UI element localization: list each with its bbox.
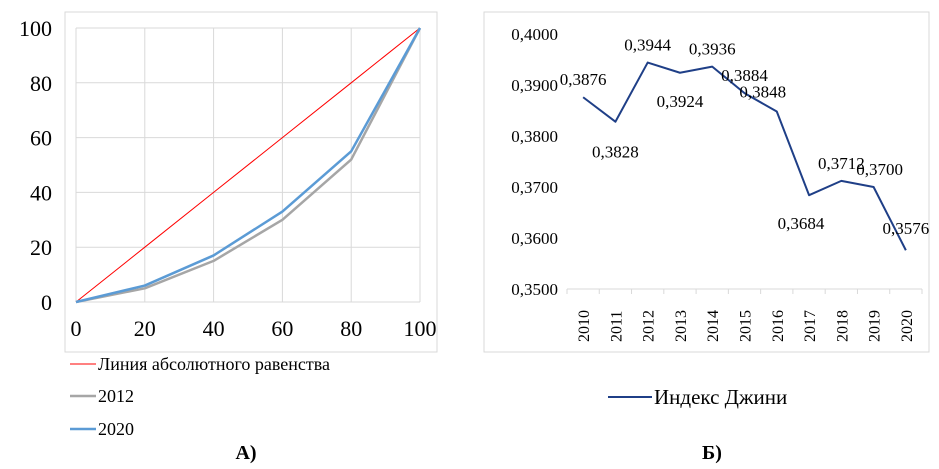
left-y-tick-label: 20: [30, 235, 52, 260]
gini-data-label: 0,3576: [882, 219, 929, 238]
right-y-tick-label: 0,3500: [511, 280, 558, 299]
gini-data-label: 0,3684: [778, 214, 825, 233]
gini-data-label: 0,3700: [856, 160, 903, 179]
right-x-tick-label: 2018: [834, 310, 851, 342]
right-chart-x-ticks: 2010 2011 2012 2013 2014 2015 2016 2017 2018 2019…: [566, 289, 923, 342]
left-x-tick-label: 20: [134, 316, 156, 341]
right-x-tick-label: 2020: [899, 310, 916, 342]
right-x-tick-label: 2012: [641, 310, 658, 342]
left-y-tick-label: 100: [19, 16, 52, 41]
left-y-tick-label: 40: [30, 180, 52, 205]
right-y-tick-label: 0,3900: [511, 76, 558, 95]
left-x-tick-label: 0: [71, 316, 82, 341]
right-chart-data-labels: 0,3876 0,3828 0,3944 0,3924 0,3936 0,38840,38…: [560, 36, 929, 239]
right-x-tick-label: 2016: [770, 310, 787, 342]
left-chart-y-ticks: 0 20 40 60 80 100: [19, 16, 52, 315]
gini-data-label: 0,3936: [689, 40, 736, 59]
left-chart-legend: Линия абсолютного равенства 2012 2020: [70, 354, 330, 439]
left-series-line-0: [75, 27, 421, 303]
left-x-tick-label: 60: [271, 316, 293, 341]
left-x-tick-label: 100: [404, 316, 437, 341]
left-y-tick-label: 0: [41, 290, 52, 315]
gini-chart: 0,3500 0,3600 0,3700 0,3800 0,3900 0,4000 201…: [483, 11, 930, 409]
right-x-tick-label: 2011: [608, 311, 625, 342]
right-y-tick-label: 0,4000: [511, 25, 558, 44]
left-legend-label-0: Линия абсолютного равенства: [98, 354, 330, 374]
right-legend-label: Индекс Джини: [654, 385, 787, 409]
left-x-tick-label: 40: [203, 316, 225, 341]
gini-data-label: 0,3876: [560, 70, 607, 89]
gini-data-label: 0,3712: [818, 154, 865, 173]
left-legend-label-2: 2020: [98, 419, 134, 439]
right-x-tick-label: 2017: [802, 310, 819, 342]
gini-data-label: 0,3828: [592, 143, 639, 162]
right-chart-series: [582, 61, 907, 251]
gini-data-label: 0,3848: [739, 83, 786, 102]
right-chart-y-ticks: 0,3500 0,3600 0,3700 0,3800 0,3900 0,4000: [511, 25, 558, 299]
left-series-line-2: [75, 27, 422, 304]
left-y-tick-label: 60: [30, 126, 52, 151]
right-y-tick-label: 0,3800: [511, 127, 558, 146]
gini-data-label: 0,3924: [657, 92, 704, 111]
left-chart-frame: [64, 11, 438, 353]
right-x-tick-label: 2010: [576, 310, 593, 342]
right-x-tick-label: 2019: [867, 310, 884, 342]
panel-label-left: А): [235, 442, 256, 464]
right-y-tick-label: 0,3700: [511, 178, 558, 197]
right-x-tick-label: 2015: [738, 310, 755, 342]
right-x-tick-label: 2013: [673, 310, 690, 342]
left-chart-x-ticks: 0 20 40 60 80 100: [71, 316, 437, 341]
lorenz-chart: 0 20 40 60 80 100 0 20 40 60 80 100 Линия абсолютн…: [19, 11, 438, 439]
left-y-tick-label: 80: [30, 71, 52, 96]
left-series-line-1: [75, 27, 422, 304]
right-chart-frame: [483, 11, 930, 353]
right-y-tick-label: 0,3600: [511, 229, 558, 248]
panel-label-right: Б): [702, 442, 722, 464]
left-chart-grid: [75, 27, 421, 303]
left-legend-label-1: 2012: [98, 386, 134, 406]
right-x-tick-label: 2014: [705, 310, 722, 342]
gini-data-label: 0,3884: [721, 66, 768, 85]
left-chart-series: [75, 27, 422, 304]
gini-data-label: 0,3944: [624, 36, 671, 55]
left-x-tick-label: 80: [340, 316, 362, 341]
right-chart-legend: Индекс Джини: [608, 385, 787, 409]
gini-series-line: [582, 61, 907, 251]
